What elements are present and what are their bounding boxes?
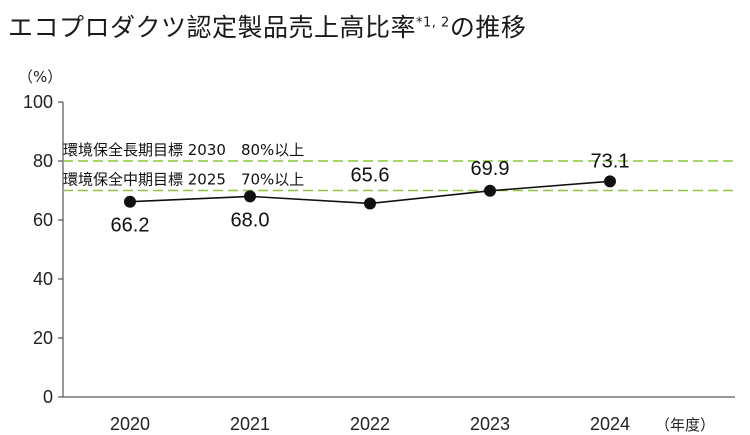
x-tick-label: 2021 — [230, 414, 270, 434]
x-tick-label: 2022 — [350, 414, 390, 434]
y-tick-label: 0 — [43, 387, 53, 407]
target-label-70: 環境保全中期目標 2025 70%以上 — [63, 171, 304, 189]
y-tick-label: 40 — [33, 269, 53, 289]
y-axis-unit-label: （%） — [18, 68, 62, 86]
data-label: 66.2 — [111, 215, 150, 237]
data-point — [124, 195, 136, 208]
chart-title: エコプロダクツ認定製品売上高比率*1, 2の推移 — [8, 8, 526, 44]
data-label: 65.6 — [351, 164, 390, 186]
y-tick-label: 60 — [33, 210, 53, 230]
target-label-80: 環境保全長期目標 2030 80%以上 — [63, 141, 304, 159]
chart-title-main: エコプロダクツ認定製品売上高比率 — [8, 13, 417, 42]
y-tick-label: 100 — [23, 92, 53, 112]
y-tick-label: 20 — [33, 328, 53, 348]
data-label: 73.1 — [591, 150, 630, 172]
x-axis-unit-label: （年度） — [655, 416, 715, 434]
data-label: 69.9 — [471, 158, 510, 180]
x-tick-label: 2024 — [590, 414, 630, 434]
data-point — [604, 175, 616, 188]
data-point — [244, 190, 256, 203]
title-footnote-marks: *1, 2 — [416, 15, 450, 31]
data-label: 68.0 — [231, 209, 270, 231]
data-point — [484, 184, 496, 197]
x-tick-label: 2023 — [470, 414, 510, 434]
y-tick-label: 80 — [33, 151, 53, 171]
data-point — [364, 197, 376, 210]
chart-title-suffix: の推移 — [449, 13, 527, 42]
x-tick-label: 2020 — [110, 414, 150, 434]
